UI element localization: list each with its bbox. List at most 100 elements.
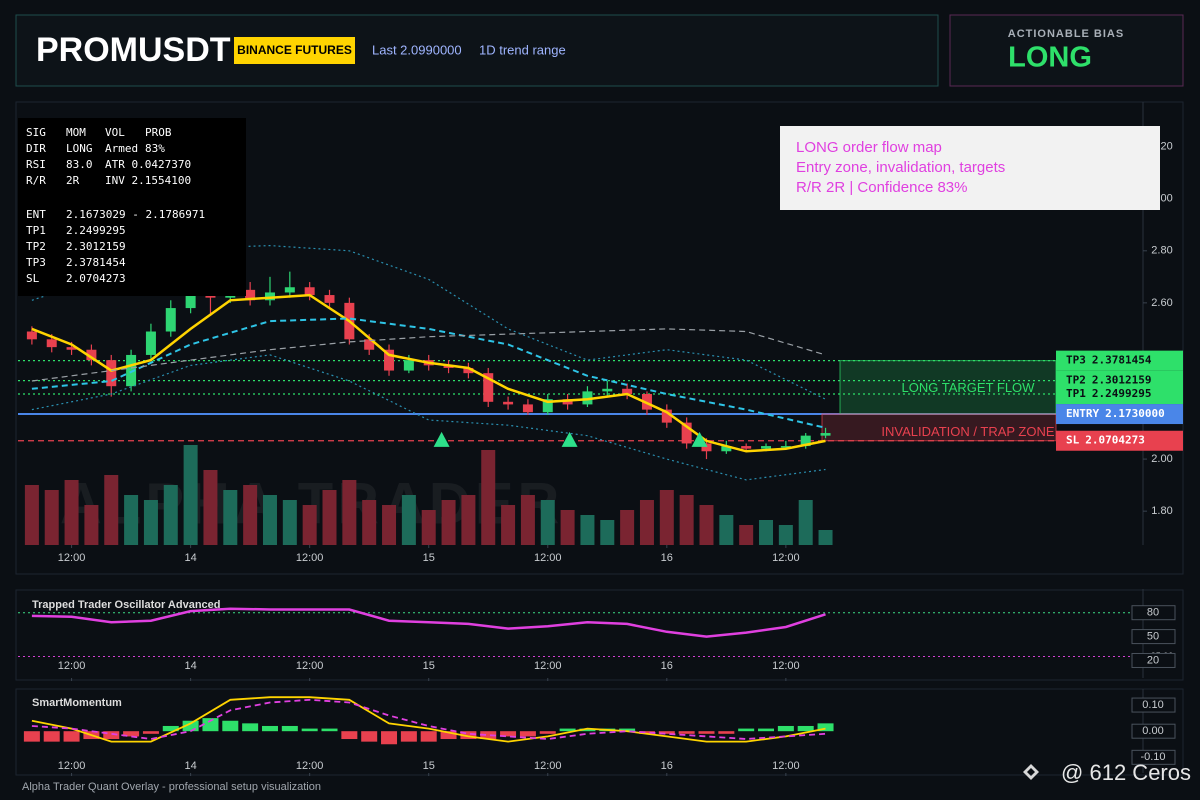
momentum-bar xyxy=(23,731,40,742)
bias-box xyxy=(949,14,1184,87)
volume-bar xyxy=(342,480,357,545)
momentum-bar xyxy=(440,731,457,740)
x-tick-label: 12:00 xyxy=(296,660,324,672)
indicator-line xyxy=(31,293,826,453)
info-cell: 83% xyxy=(145,142,165,155)
y-tick-label: -0.10 xyxy=(1140,751,1165,763)
level-value: 2.3781454 xyxy=(1092,354,1152,367)
level-value: 2.0704273 xyxy=(1085,434,1145,447)
momentum-bar xyxy=(182,720,199,732)
bias-value: LONG xyxy=(1008,42,1092,74)
x-tick-label: 16 xyxy=(661,552,673,564)
footer: Alpha Trader Quant Overlay - professiona… xyxy=(22,781,321,793)
level-tag-bg xyxy=(1056,384,1183,405)
volume-bar xyxy=(183,445,198,545)
momentum-bar xyxy=(460,731,477,740)
level-value: 2.2499295 xyxy=(1092,387,1152,400)
momentum-bar xyxy=(261,725,278,732)
chart-bar: 12:00 14 12:00 15 12:00 16 12:00 0.10 0.00 -0.10 S… xyxy=(23,689,1176,776)
x-tick-label: 14 xyxy=(184,660,196,672)
x-tick-label: 15 xyxy=(423,760,435,772)
candle-body xyxy=(86,349,97,361)
info-level: 2.1673029 - 2.1786971 xyxy=(66,208,205,221)
info-cell: SIG xyxy=(26,126,46,139)
volume-bar xyxy=(223,490,238,545)
indicator-line xyxy=(31,328,826,382)
x-tick-label: 12:00 xyxy=(534,660,562,672)
info-level: TP1 xyxy=(26,224,46,237)
volume-bar xyxy=(104,475,119,545)
indicator-line xyxy=(31,317,826,429)
momentum-bar xyxy=(301,728,318,732)
y-tick-label: 50 xyxy=(1147,630,1159,642)
candle-body xyxy=(780,446,791,448)
zone-label: LONG TARGET FLOW xyxy=(902,380,1036,395)
candle-body xyxy=(46,339,57,348)
candle-body xyxy=(106,360,117,387)
candle-body xyxy=(582,391,593,405)
panel-title: Trapped Trader Oscillator Advanced xyxy=(32,599,221,611)
momentum-bar xyxy=(539,731,556,734)
signal-marker xyxy=(691,431,708,447)
level-name: TP2 xyxy=(1066,374,1086,387)
momentum-panel xyxy=(15,688,1184,776)
info-level: 2.3012159 xyxy=(66,240,126,253)
x-tick-label: 16 xyxy=(661,660,673,672)
header-box xyxy=(15,14,939,87)
volume-bar xyxy=(620,510,635,545)
volume-bar xyxy=(421,510,436,545)
momentum-bar xyxy=(400,731,417,742)
y-tick-label: 0.00 xyxy=(1142,725,1163,737)
y-tick-box xyxy=(1131,605,1176,621)
momentum-bar xyxy=(321,728,338,732)
level-tag: ENTRY 2.1730000 xyxy=(1066,407,1165,420)
candle-body xyxy=(681,422,692,444)
info-cell: LONG xyxy=(66,142,93,155)
note-line: Entry zone, invalidation, targets xyxy=(796,159,1005,176)
info-cell: MOM xyxy=(66,126,86,139)
bias-label: ACTIONABLE BIAS xyxy=(1008,28,1124,40)
info-panel-bg xyxy=(18,118,246,296)
indicator-line xyxy=(31,354,826,481)
volume-bar xyxy=(441,500,456,545)
momentum-bar xyxy=(738,728,755,732)
candle-body xyxy=(483,373,494,402)
momentum-bar xyxy=(142,731,159,734)
info-cell: RSI xyxy=(26,158,46,171)
overlays: SIG MOM VOL PROB DIR LONG Armed 83% RSI 83.0 ATR 0… xyxy=(18,118,1160,296)
info-cell: 2R xyxy=(66,174,80,187)
info-level: SL xyxy=(26,272,40,285)
signal-marker xyxy=(433,431,450,447)
y-tick-box xyxy=(1131,723,1176,739)
volume-bar xyxy=(739,525,754,545)
volume-bar xyxy=(759,520,774,545)
info-cell: DIR xyxy=(26,142,46,155)
momentum-bar xyxy=(777,725,794,732)
level-name: SL xyxy=(1066,434,1080,447)
level-tag: SL 2.0704273 xyxy=(1066,434,1145,447)
chart-line: 12:001412:001512:001612:00805025.0020Tra… xyxy=(18,589,1176,681)
volume-bar xyxy=(302,505,317,545)
level-name: ENTRY xyxy=(1066,407,1099,420)
x-tick-label: 12:00 xyxy=(534,552,562,564)
volume-bar xyxy=(540,500,555,545)
level-tag: TP1 2.2499295 xyxy=(1066,387,1151,400)
momentum-bar xyxy=(103,731,120,740)
badge: BINANCE FUTURES xyxy=(237,43,352,57)
volume-bar xyxy=(282,500,297,545)
x-tick-label: 12:00 xyxy=(772,552,800,564)
volume-bar xyxy=(818,530,833,545)
momentum-bar xyxy=(361,731,378,742)
candle-body xyxy=(721,446,732,452)
candle-body xyxy=(701,443,712,452)
volume-bar xyxy=(143,500,158,545)
volume-bar xyxy=(699,505,714,545)
y-tick-label: 1.80 xyxy=(1151,505,1172,517)
candle-body xyxy=(26,331,37,340)
indicator-line xyxy=(31,607,826,638)
momentum-bar xyxy=(341,731,358,740)
y-tick-box xyxy=(1131,629,1176,645)
volume-bar xyxy=(203,470,218,545)
